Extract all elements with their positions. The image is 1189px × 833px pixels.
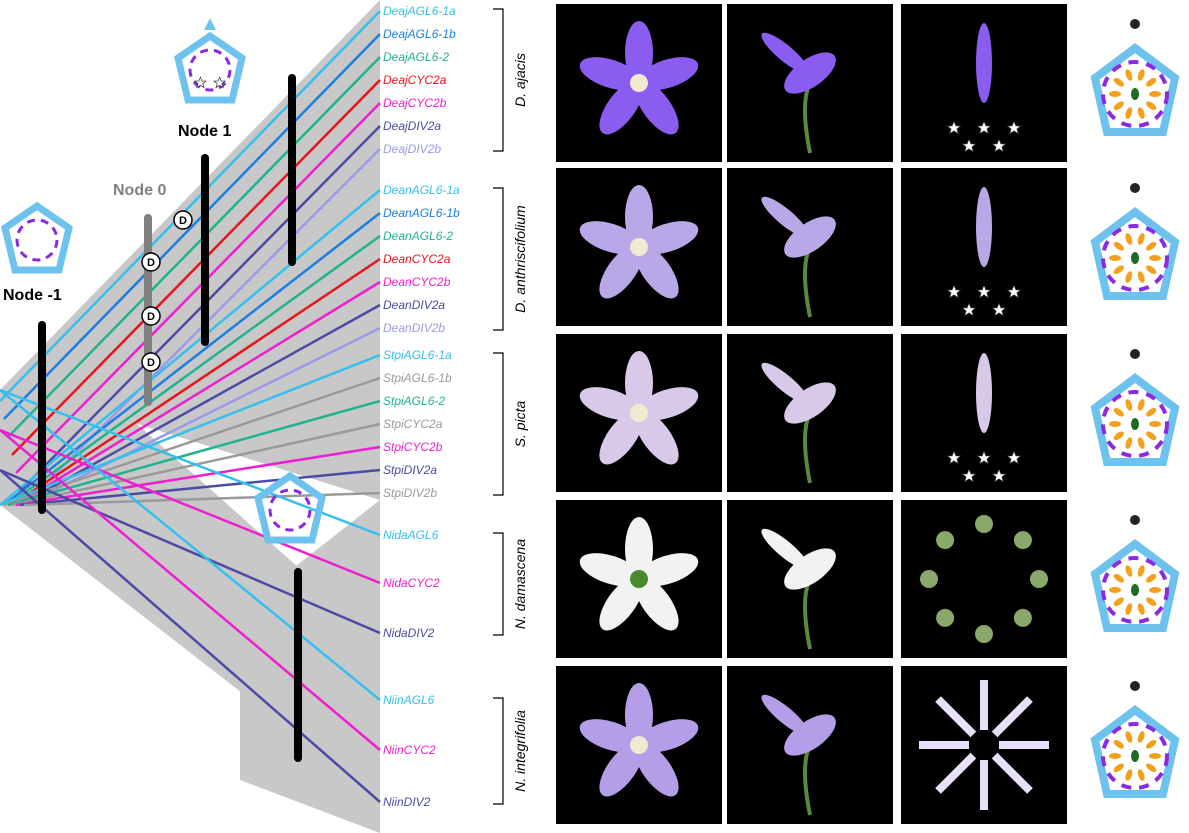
species-name: D. ajacis — [512, 53, 528, 107]
flower-front-photo — [556, 334, 722, 492]
duplication-marker: D — [141, 252, 161, 272]
gene-label: NiinCYC2 — [383, 743, 436, 757]
gene-label: StpiAGL6-2 — [383, 394, 445, 408]
gene-branch — [0, 10, 381, 402]
flower-side-photo — [727, 4, 893, 162]
gene-label: NiinAGL6 — [383, 693, 435, 707]
gene-branch — [11, 257, 381, 507]
species-name: N. damascena — [512, 539, 528, 629]
gene-label: DeajAGL6-2 — [383, 50, 449, 64]
gene-label: DeanDIV2a — [383, 298, 445, 312]
gene-branch — [0, 469, 381, 803]
species-name: S. picta — [512, 400, 528, 447]
gene-label: StpiAGL6-1a — [383, 348, 452, 362]
gene-branch — [19, 468, 381, 507]
gene-label: StpiAGL6-1b — [383, 371, 452, 385]
gene-label: DeanDIV2b — [383, 321, 445, 335]
gene-branch — [19, 125, 381, 492]
gene-label: DeajCYC2a — [383, 73, 447, 87]
svg-text:D: D — [147, 257, 155, 269]
gene-label: StpiCYC2a — [383, 417, 443, 431]
gene-label: DeajDIV2a — [383, 119, 441, 133]
gene-branch — [0, 353, 381, 507]
gene-label: NidaCYC2 — [383, 576, 440, 590]
gene-branch — [3, 33, 381, 420]
gene-labels: DeajAGL6-1a DeajAGL6-1b DeajAGL6-2 DeajCYC2… — [383, 4, 460, 809]
floral-diagram — [1090, 515, 1180, 632]
gene-branch — [0, 428, 381, 585]
flower-side-photo — [727, 168, 893, 326]
node-1-label: Node 1 — [178, 123, 231, 140]
floral-diagram — [1090, 349, 1180, 466]
species-name: D. anthriscifolium — [512, 205, 528, 313]
duplication-marker: D — [173, 210, 193, 230]
gene-label: StpiCYC2b — [383, 440, 443, 454]
duplication-marker: D — [141, 352, 161, 372]
svg-text:D: D — [179, 215, 187, 227]
svg-text:D: D — [147, 311, 155, 323]
gene-branch — [23, 326, 381, 507]
gene-label: NidaAGL6 — [383, 528, 439, 542]
dissected-perianth-photo — [901, 500, 1067, 658]
flower-side-photo — [727, 666, 893, 824]
gene-branch — [0, 468, 381, 635]
ancestral-floral-diagram-nodem1 — [1, 201, 73, 274]
gene-branch — [19, 303, 381, 507]
ancestral-floral-diagram-nigella — [254, 471, 326, 544]
gene-branch — [0, 389, 381, 701]
flower-front-photo — [556, 500, 722, 658]
gene-branch — [7, 234, 381, 507]
species-bracket — [493, 532, 504, 636]
duplication-marker: D — [141, 306, 161, 326]
species-name: N. integrifolia — [512, 710, 528, 792]
gene-label: DeajCYC2b — [383, 96, 447, 110]
gene-label: DeanAGL6-2 — [383, 229, 453, 243]
dissected-perianth-photo — [901, 4, 1067, 162]
floral-diagram — [1090, 681, 1180, 798]
gene-branch — [11, 79, 381, 456]
flower-front-photo — [556, 168, 722, 326]
floral-diagram — [1090, 183, 1180, 300]
gene-label: DeajAGL6-1b — [383, 27, 456, 41]
species-bracket — [493, 187, 504, 331]
gene-label: DeanCYC2b — [383, 275, 451, 289]
flower-side-photo — [727, 500, 893, 658]
photo-panels — [556, 4, 1067, 824]
dissected-perianth-photo — [901, 666, 1067, 824]
gene-branch — [15, 280, 381, 507]
gene-branch — [3, 376, 381, 507]
gene-label: NidaDIV2 — [383, 626, 435, 640]
flower-side-photo — [727, 334, 893, 492]
floral-diagram — [1090, 19, 1180, 136]
gene-branch — [0, 429, 381, 751]
svg-text:D: D — [147, 357, 155, 369]
gene-branch — [0, 189, 381, 506]
species-bracket — [493, 8, 504, 152]
species-bracket — [493, 352, 504, 496]
gene-branch — [7, 56, 381, 438]
gene-label: StpiDIV2b — [383, 486, 437, 500]
species-bracket — [493, 697, 504, 805]
gene-label: NiinDIV2 — [383, 795, 431, 809]
node-0-label: Node 0 — [113, 182, 166, 199]
ancestral-floral-diagram-node1 — [174, 18, 246, 104]
gene-branch — [15, 102, 381, 474]
gene-label: StpiDIV2a — [383, 463, 437, 477]
gene-label: DeanCYC2a — [383, 252, 451, 266]
gene-label: DeajDIV2b — [383, 142, 441, 156]
dissected-perianth-photo — [901, 334, 1067, 492]
duplication-markers: D D D D — [141, 210, 193, 372]
node-m1-label: Node -1 — [3, 287, 62, 304]
dissected-perianth-photo — [901, 168, 1067, 326]
flower-front-photo — [556, 666, 722, 824]
gene-label: DeajAGL6-1a — [383, 4, 456, 18]
species-brackets: D. ajacis D. anthriscifolium S. picta N. da… — [493, 8, 528, 805]
floral-diagrams — [1090, 19, 1180, 798]
gene-label: DeanAGL6-1a — [383, 183, 460, 197]
gene-label: DeanAGL6-1b — [383, 206, 460, 220]
flower-front-photo — [556, 4, 722, 162]
